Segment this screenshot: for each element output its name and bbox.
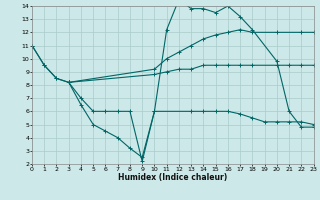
X-axis label: Humidex (Indice chaleur): Humidex (Indice chaleur) <box>118 173 228 182</box>
